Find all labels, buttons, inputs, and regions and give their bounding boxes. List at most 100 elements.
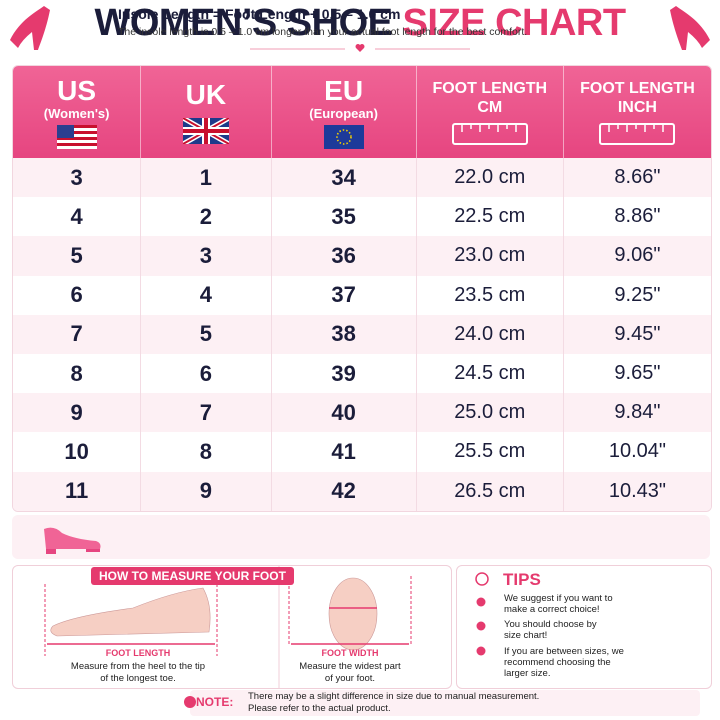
table-cell: 37 <box>272 275 417 315</box>
table-cell: 40 <box>272 393 417 433</box>
tips-icons <box>475 572 489 656</box>
heel-icon <box>10 6 50 50</box>
measure-box: FOOT LENGTH Measure from the heel to the… <box>12 565 452 689</box>
ruler-icon <box>451 123 528 145</box>
measure-title: HOW TO MEASURE YOUR FOOT <box>91 567 294 585</box>
table-cell: 10.04" <box>608 440 666 463</box>
insole-formula: Insole Length = Foot Length + 0.5 – 1.0 … <box>118 6 401 22</box>
table-cell: 9.84" <box>614 401 661 424</box>
table-cell: 8 <box>141 432 272 472</box>
note-text: There may be a slight difference in size… <box>248 691 540 714</box>
table-cell: 9.45" <box>614 322 661 345</box>
table-cell: 22.0 cm <box>417 158 564 198</box>
table-row: 3 1 34 22.0 cm 8.66" <box>13 158 711 198</box>
tip: You should choose by size chart! <box>504 619 597 641</box>
ruler-icon <box>599 123 676 145</box>
note-label: NOTE: <box>196 695 234 709</box>
table-cell: 24.5 cm <box>417 353 564 394</box>
width-label: FOOT WIDTH <box>321 648 379 658</box>
title-part: WOMEN’S SHOE <box>94 2 393 44</box>
header-sub: CM <box>477 99 503 116</box>
table-row: 4 2 35 22.5 cm 8.86" <box>13 197 711 237</box>
table-cell: 10 <box>13 432 142 472</box>
size-table: US (Women's) UK EU (European) FOOT LENGT… <box>12 65 712 512</box>
table-cell: 9.65" <box>614 362 661 385</box>
header-sub: INCH <box>617 99 657 116</box>
table-cell: 10.43" <box>608 479 666 502</box>
header-cell: FOOT LENGTH CM <box>417 66 564 158</box>
length-text: Measure from the heel to the tip of the … <box>70 661 206 684</box>
header-label: US <box>57 74 97 106</box>
header-cell: US (Women's) <box>13 66 142 158</box>
note-bar <box>190 690 700 716</box>
table-row: 5 3 36 23.0 cm 9.06" <box>13 236 711 276</box>
header-cell: UK <box>141 66 272 158</box>
length-label: FOOT LENGTH <box>105 648 171 658</box>
header-label: FOOT LENGTH <box>432 80 548 97</box>
table-cell: 9 <box>141 471 272 511</box>
table-cell: 5 <box>141 314 272 354</box>
table-cell: 38 <box>272 314 417 354</box>
table-cell: 3 <box>13 158 142 198</box>
us-flag <box>56 124 97 149</box>
note-icon <box>184 696 196 708</box>
table-row: 11 9 42 26.5 cm 10.43" <box>13 471 711 511</box>
table-cell: 9.06" <box>614 244 661 267</box>
table-row: 9 7 40 25.0 cm 9.84" <box>13 393 711 433</box>
header-label: EU <box>324 74 364 106</box>
table-cell: 3 <box>141 236 272 276</box>
tips-title: TIPS <box>503 570 541 589</box>
header-label: UK <box>185 79 227 110</box>
uk-flag <box>182 118 229 144</box>
tips-box <box>456 565 712 689</box>
table-cell: 42 <box>272 471 417 511</box>
table-body: 3 1 34 22.0 cm 8.66" 4 2 35 22.5 cm 8.86" 5 3 36 23.0… <box>13 158 711 511</box>
table-cell: 6 <box>141 353 272 394</box>
tip: If you are between sizes, we recommend c… <box>504 646 624 679</box>
header-label: FOOT LENGTH <box>580 80 695 97</box>
shoe-icon <box>44 527 101 554</box>
table-cell: 25.5 cm <box>417 432 564 472</box>
table-row: 6 4 37 23.5 cm 9.25" <box>13 275 711 315</box>
heart <box>355 44 365 52</box>
table-cell: 4 <box>141 275 272 315</box>
table-cell: 36 <box>272 236 417 276</box>
table-cell: 22.5 cm <box>417 197 564 237</box>
table-cell: 9.25" <box>614 283 661 306</box>
eu-flag <box>323 124 364 149</box>
table-cell: 9 <box>13 393 142 433</box>
insole-note: The insole length is 0.5 – 1.0 cm longer… <box>118 26 528 38</box>
table-header: US (Women's) UK EU (European) FOOT LENGT… <box>13 66 711 158</box>
table-cell: 39 <box>272 353 417 394</box>
table-cell: 5 <box>13 236 142 276</box>
header-cell: FOOT LENGTH INCH <box>564 66 711 158</box>
header-sub: (European) <box>309 105 378 121</box>
measure-illustration <box>44 566 412 688</box>
tip: We suggest if you want to make a correct… <box>504 593 613 615</box>
table-cell: 7 <box>141 393 272 433</box>
table-cell: 41 <box>272 432 417 472</box>
header-sub: (Women's) <box>43 105 110 121</box>
table-cell: 8.86" <box>614 205 661 228</box>
width-text: Measure the widest part of your foot. <box>299 661 401 684</box>
table-cell: 26.5 cm <box>417 471 564 511</box>
table-row: 8 6 39 24.5 cm 9.65" <box>13 353 711 394</box>
table-cell: 24.0 cm <box>417 314 564 354</box>
table-cell: 25.0 cm <box>417 393 564 433</box>
title: WOMEN’S SHOE SIZE CHART <box>0 2 720 45</box>
table-cell: 35 <box>272 197 417 237</box>
heel-icon <box>670 6 710 50</box>
table-cell: 2 <box>141 197 272 237</box>
table-cell: 8.66" <box>614 166 661 189</box>
table-cell: 4 <box>13 197 142 237</box>
table-row: 10 8 41 25.5 cm 10.04" <box>13 432 711 472</box>
table-cell: 34 <box>272 158 417 198</box>
table-cell: 23.0 cm <box>417 236 564 276</box>
table-cell: 23.5 cm <box>417 275 564 315</box>
table-cell: 1 <box>141 158 272 198</box>
table-cell: 6 <box>13 275 142 315</box>
header-cell: EU (European) <box>272 66 417 158</box>
table-cell: 7 <box>13 314 142 354</box>
